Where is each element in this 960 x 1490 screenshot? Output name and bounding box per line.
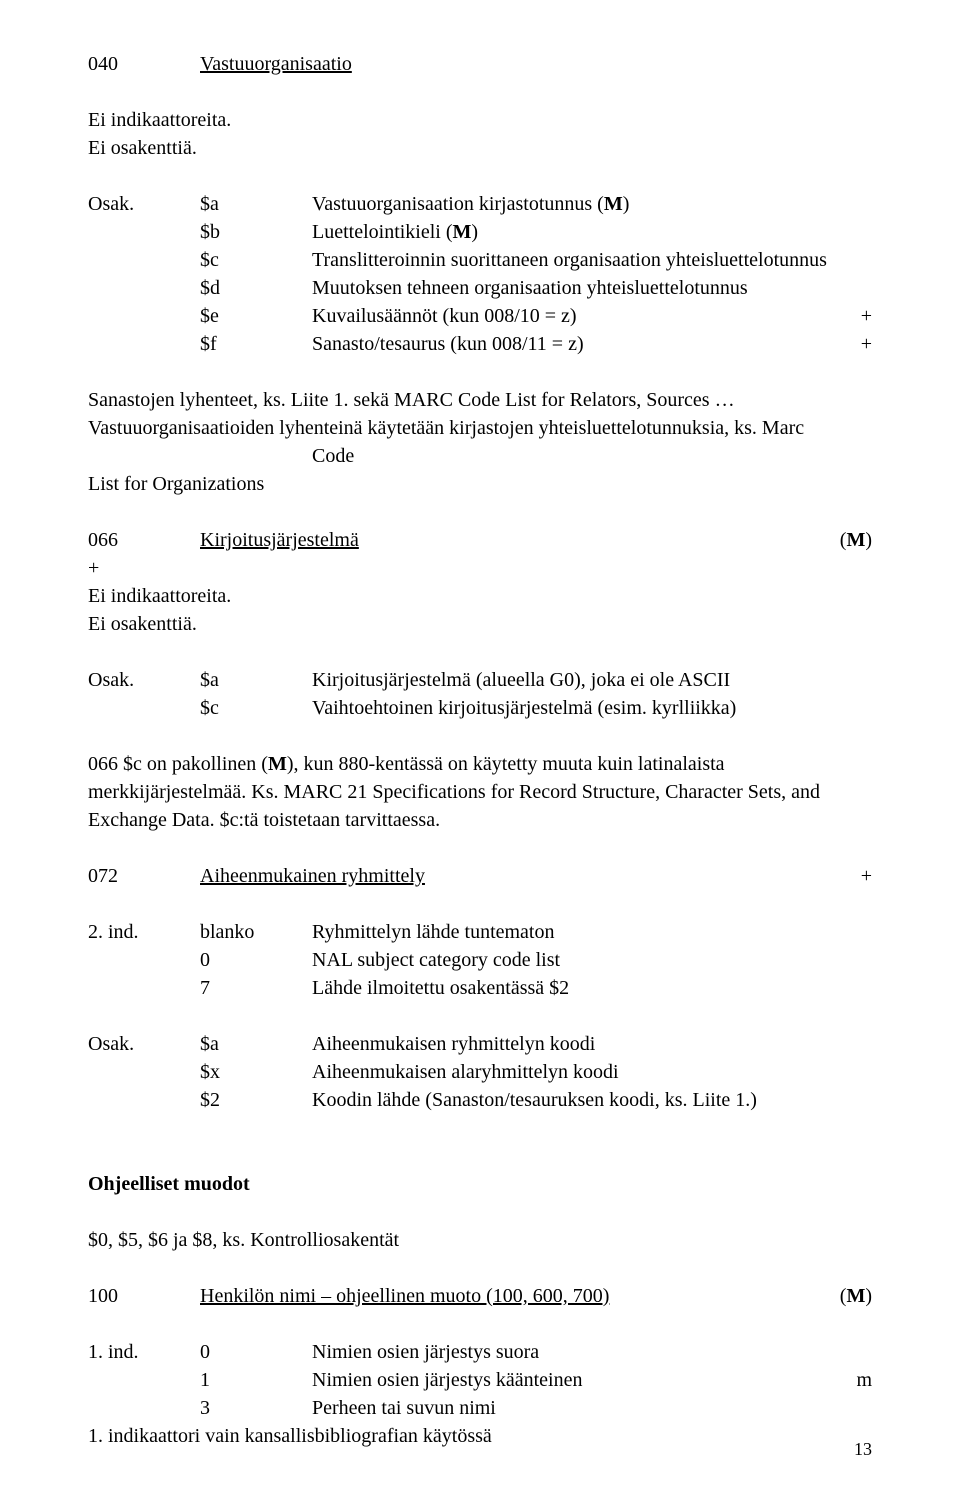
sub-label: Aiheenmukaisen alaryhmittelyn koodi [312, 1058, 872, 1086]
sub-label: Vastuuorganisaation kirjastotunnus (M) [312, 190, 872, 218]
field-066-plus: + [88, 554, 872, 582]
sub-code: $2 [200, 1086, 312, 1114]
field-040-note-code-line: Code [88, 442, 872, 470]
sub-label: Translitteroinnin suorittaneen organisaa… [312, 246, 872, 274]
field-066-noind: Ei indikaattoreita. [88, 582, 872, 610]
document-page: 040 Vastuuorganisaatio Ei indikaattoreit… [0, 0, 960, 1490]
sub-code: $e [200, 302, 312, 330]
field-100-title: Henkilön nimi – ohjeellinen muoto (100, … [200, 1282, 609, 1310]
field-040-tag: 040 [88, 50, 200, 78]
field-066-nosub: Ei osakenttiä. [88, 610, 872, 638]
field-100-ind1-0: 1. ind. 0 Nimien osien järjestys suora [88, 1338, 872, 1366]
osak-label: Osak. [88, 190, 200, 218]
right-mark: m [856, 1366, 872, 1394]
sub-label: Koodin lähde (Sanaston/tesauruksen koodi… [312, 1086, 872, 1114]
ind-code: 0 [200, 946, 312, 974]
field-040-sub-d: $d Muutoksen tehneen organisaation yhtei… [88, 274, 872, 302]
ind2-label: 2. ind. [88, 918, 200, 946]
ind-label: Nimien osien järjestys suora [312, 1338, 872, 1366]
field-040-sub-e: $e Kuvailusäännöt (kun 008/10 = z) + [88, 302, 872, 330]
field-040-heading: 040 Vastuuorganisaatio [88, 50, 872, 78]
field-066-heading: 066 Kirjoitusjärjestelmä (M) [88, 526, 872, 554]
field-072-sub-a: Osak. $a Aiheenmukaisen ryhmittelyn kood… [88, 1030, 872, 1058]
page-number: 13 [854, 1437, 872, 1462]
field-066-m: (M) [820, 526, 872, 554]
ind-code: 3 [200, 1394, 312, 1422]
sub-code: $c [200, 246, 312, 274]
field-100-ind1-3: 3 Perheen tai suvun nimi [88, 1394, 872, 1422]
sub-label: Muutoksen tehneen organisaation yhteislu… [312, 274, 872, 302]
field-040-sub-a: Osak. $a Vastuuorganisaation kirjastotun… [88, 190, 872, 218]
sub-code: $f [200, 330, 312, 358]
ind-label: Nimien osien järjestys käänteinen m [312, 1366, 872, 1394]
field-040-sub-b: $b Luettelointikieli (M) [88, 218, 872, 246]
plus-mark: + [861, 302, 872, 330]
sub-code: $a [200, 666, 312, 694]
ind1-label: 1. ind. [88, 1338, 200, 1366]
sub-label: Aiheenmukaisen ryhmittelyn koodi [312, 1030, 872, 1058]
sub-code: $x [200, 1058, 312, 1086]
field-072-plus: + [841, 862, 872, 890]
field-072-sub-x: $x Aiheenmukaisen alaryhmittelyn koodi [88, 1058, 872, 1086]
field-072-ind2-7: 7 Lähde ilmoitettu osakentässä $2 [88, 974, 872, 1002]
sub-code: $a [200, 1030, 312, 1058]
field-072-tag: 072 [88, 862, 200, 890]
field-100-m: (M) [820, 1282, 872, 1310]
ind-code: 1 [200, 1366, 312, 1394]
field-040-title: Vastuuorganisaatio [200, 53, 352, 75]
field-066-note: 066 $c on pakollinen (M), kun 880-kentäs… [88, 750, 872, 834]
field-066-sub-c: $c Vaihtoehtoinen kirjoitusjärjestelmä (… [88, 694, 872, 722]
field-100-ind1-1: 1 Nimien osien järjestys käänteinen m [88, 1366, 872, 1394]
ind-label: Ryhmittelyn lähde tuntematon [312, 918, 872, 946]
ind-code: blanko [200, 918, 312, 946]
field-100-heading: 100 Henkilön nimi – ohjeellinen muoto (1… [88, 1282, 872, 1310]
plus-mark: + [861, 330, 872, 358]
sub-label: Luettelointikieli (M) [312, 218, 872, 246]
sub-code: $a [200, 190, 312, 218]
field-100-tag: 100 [88, 1282, 200, 1310]
ind-label: Lähde ilmoitettu osakentässä $2 [312, 974, 872, 1002]
field-072-heading: 072 Aiheenmukainen ryhmittely + [88, 862, 872, 890]
field-040-note-lfo: List for Organizations [88, 470, 872, 498]
field-040-noind: Ei indikaattoreita. [88, 106, 872, 134]
field-072-title: Aiheenmukainen ryhmittely [200, 862, 425, 890]
ind-code: 0 [200, 1338, 312, 1366]
sub-label: Vaihtoehtoinen kirjoitusjärjestelmä (esi… [312, 694, 872, 722]
field-066-tag: 066 [88, 526, 200, 554]
section-note: $0, $5, $6 ja $8, ks. Kontrolliosakentät [88, 1226, 872, 1254]
sub-label: Kuvailusäännöt (kun 008/10 = z) + [312, 302, 872, 330]
field-066-sub-a: Osak. $a Kirjoitusjärjestelmä (alueella … [88, 666, 872, 694]
ind-label: NAL subject category code list [312, 946, 872, 974]
osak-label: Osak. [88, 1030, 200, 1058]
field-072-ind2-blank: 2. ind. blanko Ryhmittelyn lähde tuntema… [88, 918, 872, 946]
sub-code: $c [200, 694, 312, 722]
field-072-sub-2: $2 Koodin lähde (Sanaston/tesauruksen ko… [88, 1086, 872, 1114]
osak-label: Osak. [88, 666, 200, 694]
sub-code: $d [200, 274, 312, 302]
field-066-title: Kirjoitusjärjestelmä [200, 526, 359, 554]
section-heading-ohjeelliset: Ohjeelliset muodot [88, 1170, 872, 1198]
sub-code: $b [200, 218, 312, 246]
sub-label: Kirjoitusjärjestelmä (alueella G0), joka… [312, 666, 872, 694]
field-040-sub-f: $f Sanasto/tesaurus (kun 008/11 = z) + [88, 330, 872, 358]
sub-label: Sanasto/tesaurus (kun 008/11 = z) + [312, 330, 872, 358]
field-072-ind2-0: 0 NAL subject category code list [88, 946, 872, 974]
field-040-sub-c: $c Translitteroinnin suorittaneen organi… [88, 246, 872, 274]
ind-code: 7 [200, 974, 312, 1002]
field-100-note: 1. indikaattori vain kansallisbibliograf… [88, 1422, 872, 1450]
field-040-nosub: Ei osakenttiä. [88, 134, 872, 162]
field-040-note-paragraph: Sanastojen lyhenteet, ks. Liite 1. sekä … [88, 386, 872, 442]
ind-label: Perheen tai suvun nimi [312, 1394, 872, 1422]
